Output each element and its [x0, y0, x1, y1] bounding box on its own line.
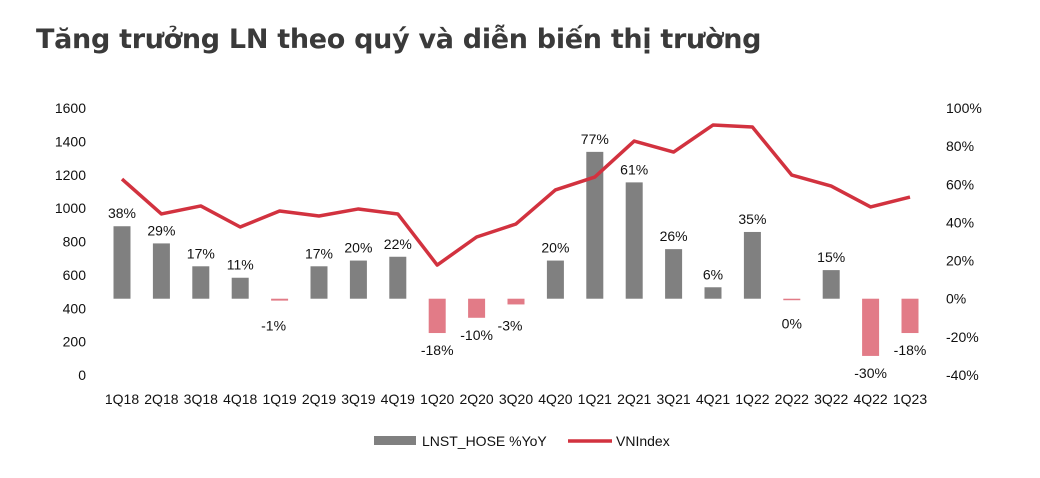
bar [428, 298, 446, 334]
bar-data-label: -18% [421, 342, 454, 358]
bar [586, 151, 604, 299]
right-axis-tick-label: -40% [946, 367, 979, 383]
bar-data-label: 6% [703, 266, 723, 282]
left-axis-tick-label: 1400 [55, 133, 86, 149]
legend-swatch-bars [374, 436, 416, 445]
bar [704, 287, 722, 299]
legend-label-line: VNIndex [616, 433, 670, 449]
x-axis-tick-label: 1Q21 [578, 391, 612, 407]
bar-data-label: 0% [782, 316, 802, 332]
bar-data-label: 61% [620, 161, 648, 177]
right-axis-tick-label: 80% [946, 138, 974, 154]
right-axis-tick-label: 100% [946, 100, 982, 116]
chart-title: Tăng trưởng LN theo quý và diễn biến thị… [36, 24, 762, 55]
bar [546, 260, 564, 299]
bar-data-label: 11% [227, 257, 254, 273]
x-axis-tick-label: 4Q20 [538, 391, 572, 407]
left-axis-tick-label: 800 [63, 234, 87, 250]
bar-data-label: 20% [541, 240, 569, 256]
x-axis-tick-label: 3Q22 [814, 391, 848, 407]
bar-data-label: 17% [305, 245, 333, 261]
x-axis-tick-label: 3Q21 [656, 391, 690, 407]
bar [901, 298, 919, 334]
bar-data-label: -18% [894, 342, 927, 358]
left-axis-tick-label: 1200 [55, 167, 86, 183]
x-axis-tick-label: 4Q21 [696, 391, 730, 407]
x-axis-tick-label: 1Q18 [105, 391, 139, 407]
bar-data-label: 20% [344, 240, 372, 256]
bar-data-label: -30% [854, 365, 887, 381]
x-axis-tick-label: 2Q18 [144, 391, 178, 407]
bar [192, 266, 210, 299]
x-axis-tick-label: 2Q20 [459, 391, 493, 407]
bar-data-label: 38% [108, 205, 136, 221]
bar [271, 298, 289, 301]
x-axis-tick-label: 1Q19 [262, 391, 296, 407]
bar [822, 270, 840, 299]
bar [743, 231, 761, 299]
x-axis-tick-label: 2Q19 [302, 391, 336, 407]
bar-data-label: 29% [147, 222, 175, 238]
x-axis-tick-label: 2Q22 [775, 391, 809, 407]
x-axis-tick-label: 4Q22 [853, 391, 887, 407]
x-axis-tick-label: 4Q19 [381, 391, 415, 407]
x-axis-tick-label: 2Q21 [617, 391, 651, 407]
left-axis-tick-label: 600 [63, 267, 87, 283]
bar [862, 298, 880, 356]
right-axis-tick-label: 0% [946, 291, 966, 307]
left-axis-tick-label: 1600 [55, 100, 86, 116]
x-axis-tick-label: 1Q22 [735, 391, 769, 407]
bar-data-label: 22% [384, 236, 412, 252]
bar-data-label: 35% [738, 211, 766, 227]
x-axis-tick-label: 3Q19 [341, 391, 375, 407]
bar [310, 266, 328, 299]
legend-label-bars: LNST_HOSE %YoY [422, 433, 547, 449]
bar [783, 298, 801, 301]
bar-data-label: 15% [817, 249, 845, 265]
right-axis-tick-label: -20% [946, 329, 979, 345]
left-axis-tick-label: 200 [63, 334, 87, 350]
x-axis-tick-label: 1Q20 [420, 391, 454, 407]
right-axis-tick-label: 40% [946, 214, 974, 230]
right-axis-tick-label: 20% [946, 253, 974, 269]
bar [625, 182, 643, 299]
bar-data-label: -1% [261, 318, 286, 334]
bar-data-label: -3% [498, 318, 523, 334]
x-axis-tick-label: 3Q18 [184, 391, 218, 407]
left-axis-tick-label: 1000 [55, 200, 86, 216]
bar [349, 260, 367, 299]
x-axis-tick-label: 4Q18 [223, 391, 257, 407]
right-axis-tick-label: 60% [946, 176, 974, 192]
bar [231, 277, 249, 299]
bar [389, 256, 407, 299]
left-axis-tick-label: 0 [78, 367, 86, 383]
bar-data-label: 17% [187, 245, 215, 261]
bar [468, 298, 486, 318]
bar [152, 243, 170, 299]
vnindex-line [120, 123, 911, 267]
bar-data-label: 26% [660, 228, 688, 244]
bar-data-label: 77% [581, 131, 609, 147]
left-axis-tick-label: 400 [63, 300, 87, 316]
bar-data-label: -10% [460, 327, 493, 343]
bar [665, 249, 683, 299]
bar [507, 298, 525, 305]
x-axis-tick-label: 3Q20 [499, 391, 533, 407]
x-axis-tick-label: 1Q23 [893, 391, 927, 407]
bar [113, 226, 131, 299]
